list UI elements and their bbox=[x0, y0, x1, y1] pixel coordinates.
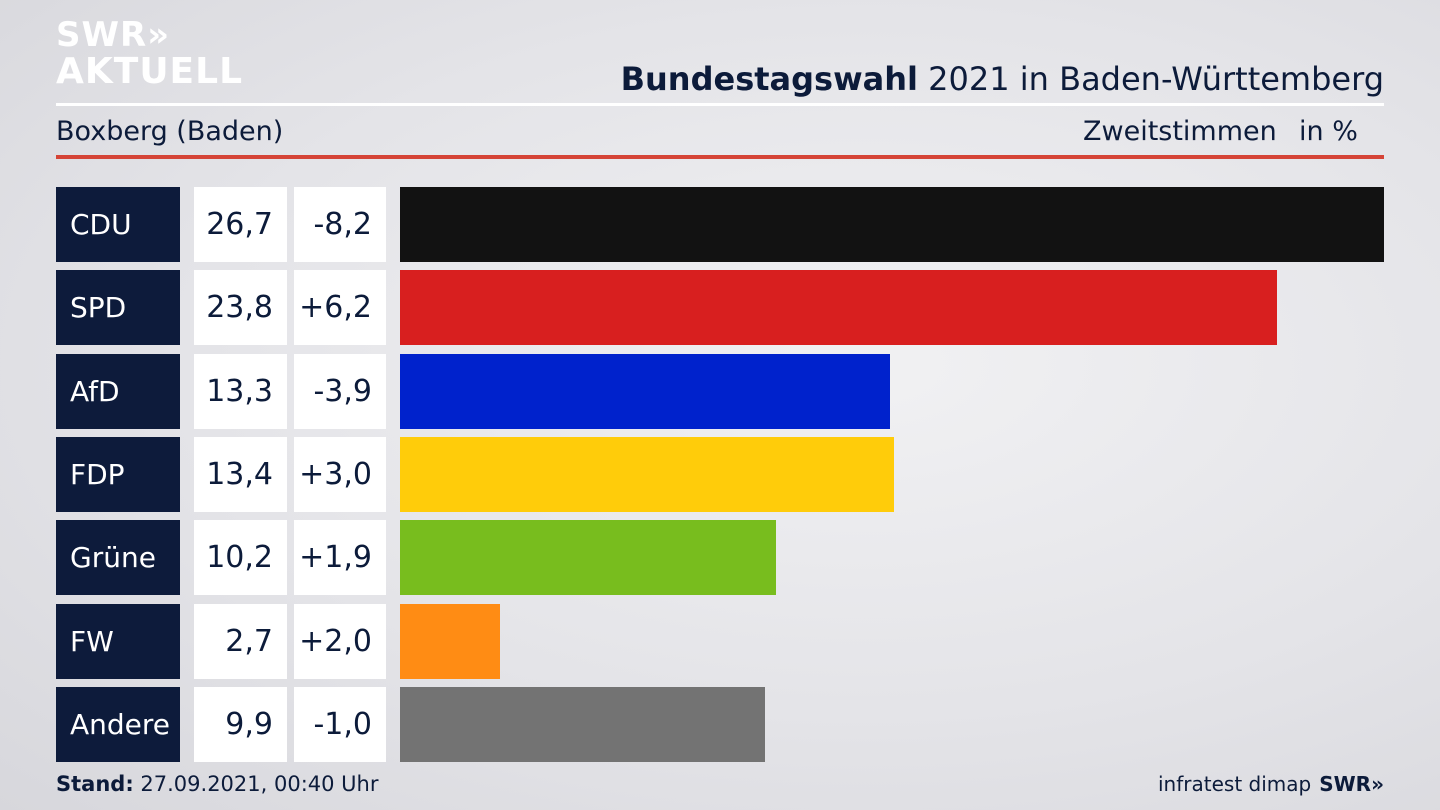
chart-title: Bundestagswahl 2021 in Baden-Württemberg bbox=[621, 60, 1384, 98]
swr-footer-logo: SWR» bbox=[1319, 772, 1384, 796]
bar bbox=[400, 187, 1384, 262]
bar bbox=[400, 603, 500, 679]
logo-line-1: SWR» bbox=[56, 15, 171, 55]
bar bbox=[400, 686, 765, 762]
stand-label: Stand: bbox=[56, 772, 134, 796]
bar bbox=[400, 436, 894, 512]
change-label: -1,0 bbox=[294, 686, 386, 762]
bar bbox=[400, 353, 890, 429]
change-label: +2,0 bbox=[294, 603, 386, 679]
chart-row: AfD 13,3 -3,9 bbox=[56, 353, 1384, 429]
value-label: 9,9 bbox=[194, 686, 287, 762]
party-label: FW bbox=[56, 603, 180, 679]
value-label: 26,7 bbox=[194, 187, 287, 262]
chart-row: CDU 26,7 -8,2 bbox=[56, 187, 1384, 262]
change-label: +3,0 bbox=[294, 436, 386, 512]
value-label: 13,4 bbox=[194, 436, 287, 512]
party-label: Grüne bbox=[56, 520, 180, 596]
bar bbox=[400, 270, 1277, 346]
source-credit: infratest dimap SWR» bbox=[1158, 772, 1384, 796]
place-name: Boxberg (Baden) bbox=[56, 116, 284, 147]
party-label: AfD bbox=[56, 353, 180, 429]
unit-label: in % bbox=[1299, 116, 1358, 147]
value-label: 13,3 bbox=[194, 353, 287, 429]
chart-row: Andere 9,9 -1,0 bbox=[56, 686, 1384, 762]
chart-row: FDP 13,4 +3,0 bbox=[56, 436, 1384, 512]
party-label: Andere bbox=[56, 686, 180, 762]
party-label: FDP bbox=[56, 436, 180, 512]
chart-row: SPD 23,8 +6,2 bbox=[56, 270, 1384, 346]
source-name: infratest dimap bbox=[1158, 772, 1312, 796]
change-label: -3,9 bbox=[294, 353, 386, 429]
party-label: CDU bbox=[56, 187, 180, 262]
change-label: -8,2 bbox=[294, 187, 386, 262]
chart-row: Grüne 10,2 +1,9 bbox=[56, 520, 1384, 596]
timestamp: Stand: 27.09.2021, 00:40 Uhr bbox=[56, 772, 379, 796]
value-label: 23,8 bbox=[194, 270, 287, 346]
bar bbox=[400, 520, 776, 596]
value-label: 2,7 bbox=[194, 603, 287, 679]
chart-row: FW 2,7 +2,0 bbox=[56, 603, 1384, 679]
title-rest: 2021 in Baden-Württemberg bbox=[917, 60, 1384, 98]
stand-value: 27.09.2021, 00:40 Uhr bbox=[133, 772, 379, 796]
swr-aktuell-logo: SWR» AKTUELL bbox=[56, 18, 243, 90]
title-bold: Bundestagswahl bbox=[620, 60, 918, 98]
change-label: +6,2 bbox=[294, 270, 386, 346]
measure-label: Zweitstimmen bbox=[1083, 116, 1277, 147]
logo-line-2: AKTUELL bbox=[56, 51, 244, 92]
value-label: 10,2 bbox=[194, 520, 287, 596]
party-label: SPD bbox=[56, 270, 180, 346]
header-divider bbox=[56, 103, 1384, 106]
change-label: +1,9 bbox=[294, 520, 386, 596]
accent-divider bbox=[56, 155, 1384, 159]
